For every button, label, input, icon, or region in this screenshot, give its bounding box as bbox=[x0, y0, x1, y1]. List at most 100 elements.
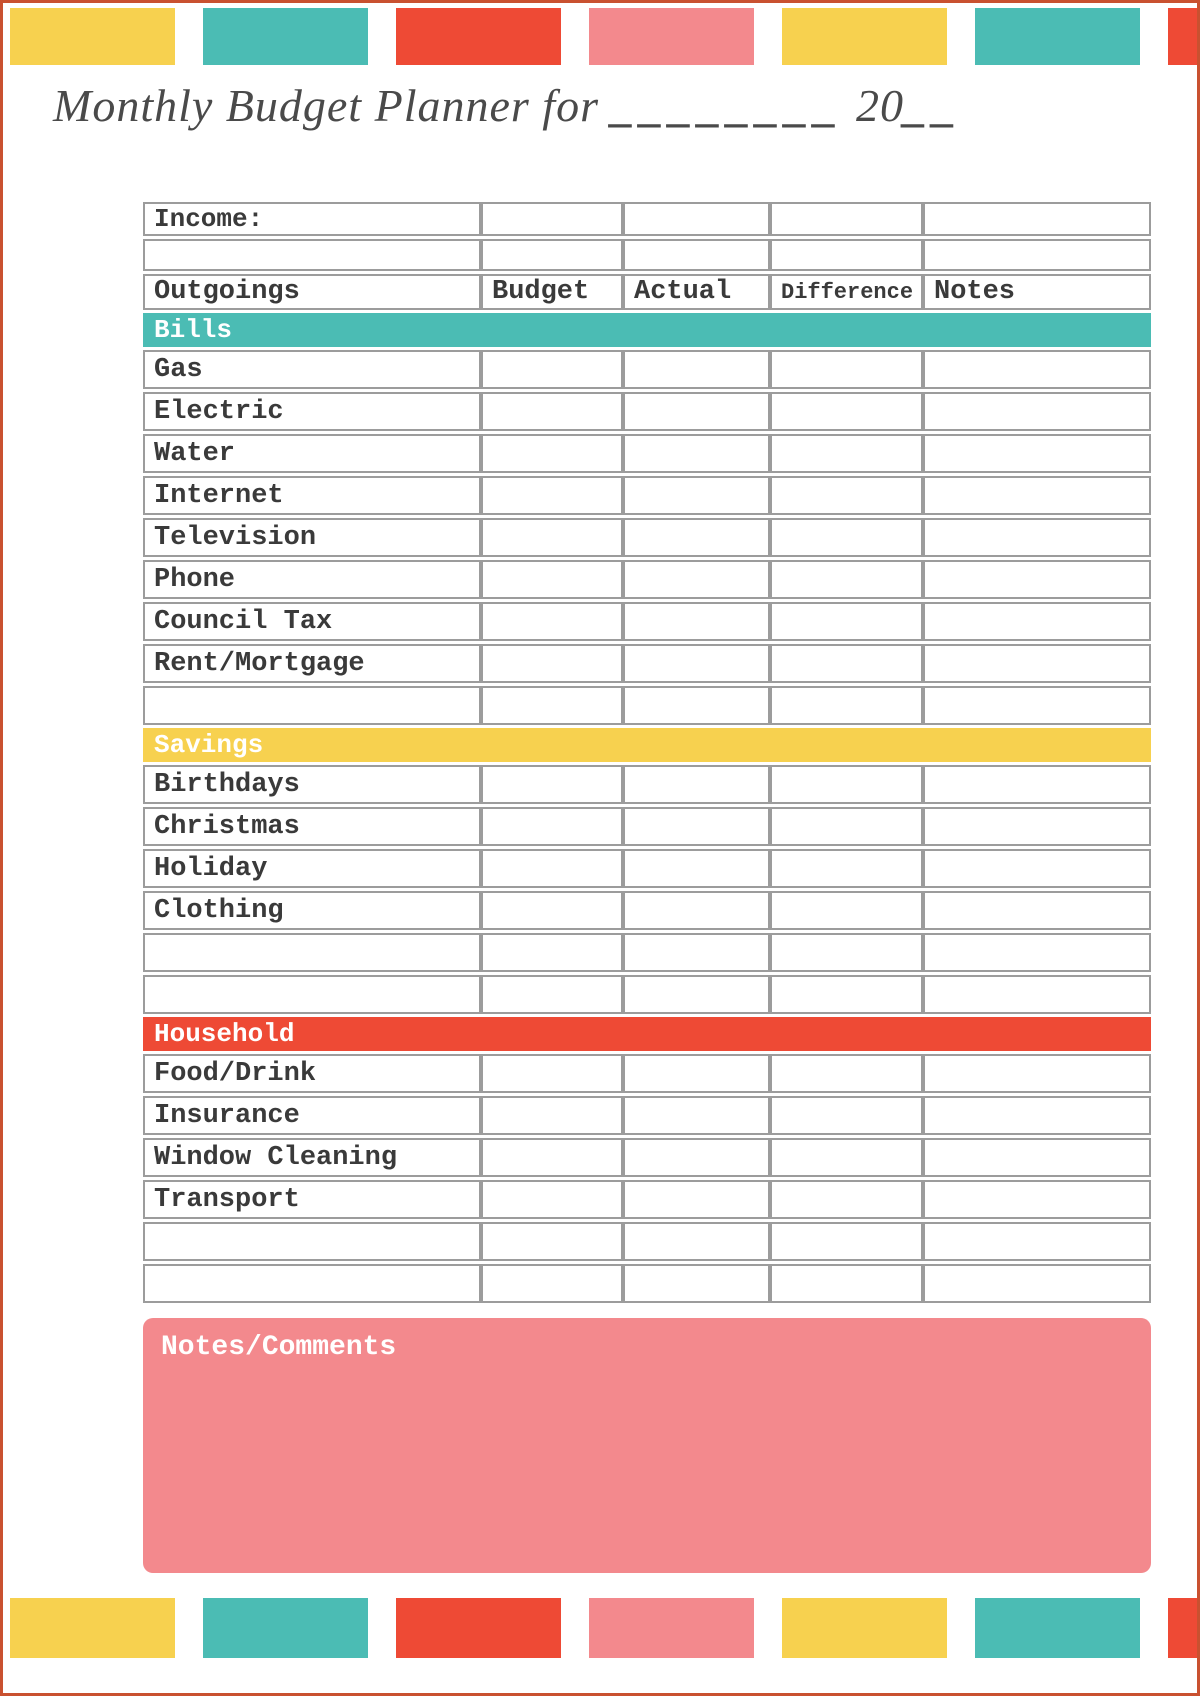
difference-cell bbox=[770, 686, 923, 725]
table-row: Gas bbox=[143, 350, 1151, 389]
title-month-blank: ________ bbox=[611, 80, 844, 131]
actual-cell bbox=[623, 975, 770, 1014]
red-square bbox=[396, 1598, 561, 1658]
table-row: Clothing bbox=[143, 891, 1151, 930]
difference-cell bbox=[770, 1096, 923, 1135]
row-label bbox=[143, 933, 481, 972]
income-cell bbox=[481, 239, 623, 271]
table-row: Holiday bbox=[143, 849, 1151, 888]
row-label: Insurance bbox=[143, 1096, 481, 1135]
budget-cell bbox=[481, 807, 623, 846]
table-row: Insurance bbox=[143, 1096, 1151, 1135]
row-label: Water bbox=[143, 434, 481, 473]
budget-cell bbox=[481, 891, 623, 930]
row-label: Christmas bbox=[143, 807, 481, 846]
budget-table: Income: Outgoings Budget Actual Differen… bbox=[143, 199, 1151, 1306]
actual-cell bbox=[623, 644, 770, 683]
row-label: Transport bbox=[143, 1180, 481, 1219]
table-row: Internet bbox=[143, 476, 1151, 515]
row-label: Rent/Mortgage bbox=[143, 644, 481, 683]
difference-cell bbox=[770, 644, 923, 683]
notes-cell bbox=[923, 933, 1151, 972]
budget-cell bbox=[481, 686, 623, 725]
row-label: Food/Drink bbox=[143, 1054, 481, 1093]
budget-cell bbox=[481, 765, 623, 804]
teal-square bbox=[203, 8, 368, 65]
notes-cell bbox=[923, 1264, 1151, 1303]
notes-comments-box: Notes/Comments bbox=[143, 1318, 1151, 1573]
actual-cell bbox=[623, 891, 770, 930]
teal-square bbox=[203, 1598, 368, 1658]
table-row: Television bbox=[143, 518, 1151, 557]
section-bar-bills: Bills bbox=[143, 313, 1151, 347]
difference-cell bbox=[770, 476, 923, 515]
table-row: Birthdays bbox=[143, 765, 1151, 804]
notes-cell bbox=[923, 1180, 1151, 1219]
budget-cell bbox=[481, 1264, 623, 1303]
notes-cell bbox=[923, 1054, 1151, 1093]
actual-cell bbox=[623, 350, 770, 389]
actual-cell bbox=[623, 1264, 770, 1303]
actual-cell bbox=[623, 1096, 770, 1135]
difference-cell bbox=[770, 933, 923, 972]
notes-cell bbox=[923, 686, 1151, 725]
row-label bbox=[143, 686, 481, 725]
difference-cell bbox=[770, 1180, 923, 1219]
table-row bbox=[143, 1222, 1151, 1261]
notes-cell bbox=[923, 434, 1151, 473]
actual-cell bbox=[623, 765, 770, 804]
budget-cell bbox=[481, 560, 623, 599]
actual-cell bbox=[623, 933, 770, 972]
row-label bbox=[143, 975, 481, 1014]
header-budget: Budget bbox=[481, 274, 623, 310]
row-label: Holiday bbox=[143, 849, 481, 888]
actual-cell bbox=[623, 602, 770, 641]
table-row: Phone bbox=[143, 560, 1151, 599]
table-row: Food/Drink bbox=[143, 1054, 1151, 1093]
actual-cell bbox=[623, 518, 770, 557]
income-cell bbox=[623, 239, 770, 271]
notes-cell bbox=[923, 476, 1151, 515]
red-square bbox=[1168, 1598, 1197, 1658]
notes-cell bbox=[923, 518, 1151, 557]
budget-cell bbox=[481, 476, 623, 515]
difference-cell bbox=[770, 350, 923, 389]
budget-cell bbox=[481, 1180, 623, 1219]
yellow-square bbox=[10, 1598, 175, 1658]
section-label: Savings bbox=[143, 728, 1151, 762]
notes-cell bbox=[923, 602, 1151, 641]
table-row: Transport bbox=[143, 1180, 1151, 1219]
income-cell bbox=[481, 202, 623, 236]
difference-cell bbox=[770, 891, 923, 930]
notes-cell bbox=[923, 765, 1151, 804]
difference-cell bbox=[770, 975, 923, 1014]
income-row: Income: bbox=[143, 202, 1151, 236]
table-row: Water bbox=[143, 434, 1151, 473]
actual-cell bbox=[623, 476, 770, 515]
title-year: 20 bbox=[855, 80, 904, 131]
notes-cell bbox=[923, 849, 1151, 888]
notes-cell bbox=[923, 807, 1151, 846]
budget-cell bbox=[481, 1222, 623, 1261]
budget-cell bbox=[481, 602, 623, 641]
table-row: Council Tax bbox=[143, 602, 1151, 641]
table-row: Electric bbox=[143, 392, 1151, 431]
notes-cell bbox=[923, 560, 1151, 599]
income-cell bbox=[623, 202, 770, 236]
difference-cell bbox=[770, 807, 923, 846]
table-row bbox=[143, 933, 1151, 972]
notes-cell bbox=[923, 1222, 1151, 1261]
notes-cell bbox=[923, 392, 1151, 431]
income-cell bbox=[923, 239, 1151, 271]
header-outgoings: Outgoings bbox=[143, 274, 481, 310]
income-row-2 bbox=[143, 239, 1151, 271]
income-label: Income: bbox=[143, 202, 481, 236]
budget-cell bbox=[481, 392, 623, 431]
notes-cell bbox=[923, 1138, 1151, 1177]
table-row bbox=[143, 975, 1151, 1014]
red-square bbox=[1168, 8, 1197, 65]
budget-cell bbox=[481, 1054, 623, 1093]
yellow-square bbox=[782, 1598, 947, 1658]
notes-cell bbox=[923, 644, 1151, 683]
